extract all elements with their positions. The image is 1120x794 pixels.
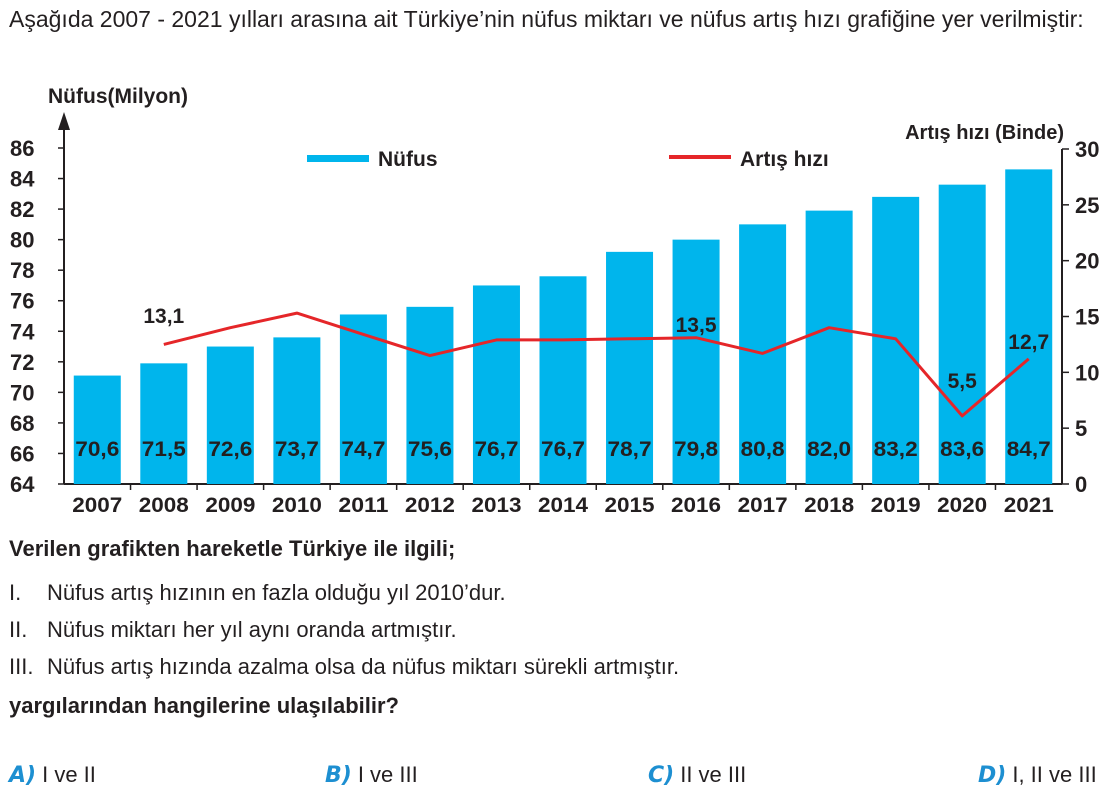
bar-value-label: 71,5 — [142, 438, 186, 461]
y-axis-left-title: Nüfus(Milyon) — [48, 85, 188, 108]
y-tick-label-left: 76 — [10, 289, 34, 314]
bar-nufus-2013 — [472, 285, 520, 484]
legend-label-nufus: Nüfus — [378, 148, 438, 171]
bar-nufus-2007 — [73, 375, 121, 484]
question-prompt: Verilen grafikten hareketle Türkiye ile … — [9, 536, 456, 561]
x-tick-label: 2009 — [205, 494, 255, 517]
bar-value-label: 82,0 — [807, 438, 851, 461]
statement-text: Nüfus artış hızının en fazla olduğu yıl … — [47, 580, 506, 605]
legend-swatch-nufus — [307, 155, 369, 162]
bar-nufus-2021 — [1005, 169, 1053, 484]
x-tick-label: 2008 — [139, 494, 189, 517]
statement-number: I. — [9, 580, 22, 605]
bar-value-label: 70,6 — [75, 438, 119, 461]
y-tick-label-left: 66 — [10, 441, 34, 466]
y-tick-label-left: 82 — [10, 197, 34, 222]
bar-value-label: 72,6 — [208, 438, 252, 461]
x-tick-label: 2007 — [72, 494, 122, 517]
x-tick-label: 2020 — [937, 494, 987, 517]
bar-value-label: 74,7 — [341, 438, 385, 461]
y-axis-right-title: Artış hızı (Binde) — [905, 122, 1064, 144]
line-annotation-2021: 12,7 — [1008, 331, 1049, 354]
statement-1: I. Nüfus artış hızının en fazla olduğu yı… — [9, 580, 506, 606]
bar-nufus-2008 — [140, 363, 188, 484]
statement-3: III. Nüfus artış hızında azalma olsa da n… — [9, 654, 679, 680]
statement-text: Nüfus artış hızında azalma olsa da nüfus… — [47, 654, 680, 679]
question-ask: yargılarından hangilerine ulaşılabilir? — [9, 693, 399, 718]
x-tick-label: 2017 — [738, 494, 788, 517]
x-tick-label: 2010 — [272, 494, 322, 517]
y-tick-label-right: 0 — [1075, 472, 1087, 497]
y-tick-label-left: 68 — [10, 411, 34, 436]
x-tick-label: 2019 — [871, 494, 921, 517]
y-tick-label-left: 70 — [10, 380, 34, 405]
option-letter: D) — [978, 763, 1007, 788]
option-text: I ve III — [357, 762, 418, 787]
option-letter: C) — [648, 763, 675, 788]
option-text: II ve III — [680, 762, 747, 787]
statement-2: II. Nüfus miktarı her yıl aynı oranda art… — [9, 617, 457, 643]
bar-value-label: 76,7 — [474, 438, 518, 461]
y-tick-label-right: 25 — [1075, 193, 1099, 218]
y-tick-label-right: 10 — [1075, 360, 1099, 385]
bar-nufus-2014 — [539, 276, 587, 484]
bar-value-label: 73,7 — [275, 438, 319, 461]
bar-value-label: 75,6 — [408, 438, 452, 461]
line-artis-hizi — [163, 311, 1030, 418]
x-tick-label: 2011 — [338, 494, 388, 517]
option-a[interactable]: A) I ve II — [9, 762, 96, 788]
bar-nufus-2010 — [273, 337, 321, 484]
x-tick-label: 2013 — [471, 494, 521, 517]
bar-value-label: 84,7 — [1007, 438, 1051, 461]
x-tick-label: 2014 — [538, 494, 588, 517]
y-tick-label-left: 78 — [10, 258, 34, 283]
bar-nufus-2009 — [206, 346, 254, 484]
bar-value-label: 83,2 — [874, 438, 918, 461]
x-tick-label: 2012 — [405, 494, 455, 517]
option-b[interactable]: B) I ve III — [325, 762, 418, 788]
population-chart: 646668707274767880828486Nüfus(Milyon)200… — [10, 85, 1099, 517]
bar-value-label: 78,7 — [608, 438, 652, 461]
bar-nufus-2020 — [938, 184, 986, 484]
option-letter: B) — [325, 763, 352, 788]
line-annotation-2016: 13,5 — [676, 314, 717, 337]
x-tick-label: 2016 — [671, 494, 721, 517]
y-tick-label-left: 74 — [10, 319, 35, 344]
bar-nufus-2011 — [339, 314, 387, 484]
y-tick-label-right: 20 — [1075, 249, 1099, 274]
y-tick-label-right: 5 — [1075, 416, 1087, 441]
line-annotation-2008: 13,1 — [143, 305, 184, 328]
question-intro: Aşağıda 2007 - 2021 yılları arasına ait … — [9, 6, 1084, 32]
legend-swatch-artis-hizi — [669, 155, 731, 159]
y-tick-label-left: 80 — [10, 228, 34, 253]
x-tick-label: 2018 — [804, 494, 854, 517]
option-letter: A) — [9, 763, 37, 788]
bar-value-label: 83,6 — [940, 438, 984, 461]
bar-nufus-2012 — [406, 306, 454, 484]
y-tick-label-left: 64 — [10, 472, 35, 497]
y-tick-label-left: 86 — [10, 136, 34, 161]
y-tick-label-left: 84 — [10, 167, 35, 192]
bar-value-label: 76,7 — [541, 438, 585, 461]
line-annotation-2020: 5,5 — [948, 370, 978, 393]
bar-value-label: 79,8 — [674, 438, 718, 461]
legend-label-artis-hizi: Artış hızı — [740, 148, 829, 171]
bar-value-label: 80,8 — [741, 438, 785, 461]
option-text: I, II ve III — [1012, 762, 1097, 787]
bar-nufus-2016 — [672, 239, 720, 484]
y-tick-label-left: 72 — [10, 350, 34, 375]
x-tick-label: 2015 — [605, 494, 655, 517]
y-tick-label-right: 30 — [1075, 137, 1099, 162]
x-tick-label: 2021 — [1004, 494, 1054, 517]
option-d[interactable]: D) I, II ve III — [978, 762, 1097, 788]
bar-nufus-2015 — [606, 251, 654, 484]
statement-number: II. — [9, 617, 28, 642]
option-text: I ve II — [42, 762, 96, 787]
statement-number: III. — [9, 654, 34, 679]
bar-nufus-2018 — [805, 210, 853, 485]
y-tick-label-right: 15 — [1075, 305, 1099, 330]
y-axis-left-arrow — [58, 112, 70, 130]
option-c[interactable]: C) II ve III — [648, 762, 746, 788]
statement-text: Nüfus miktarı her yıl aynı oranda artmış… — [47, 617, 457, 642]
